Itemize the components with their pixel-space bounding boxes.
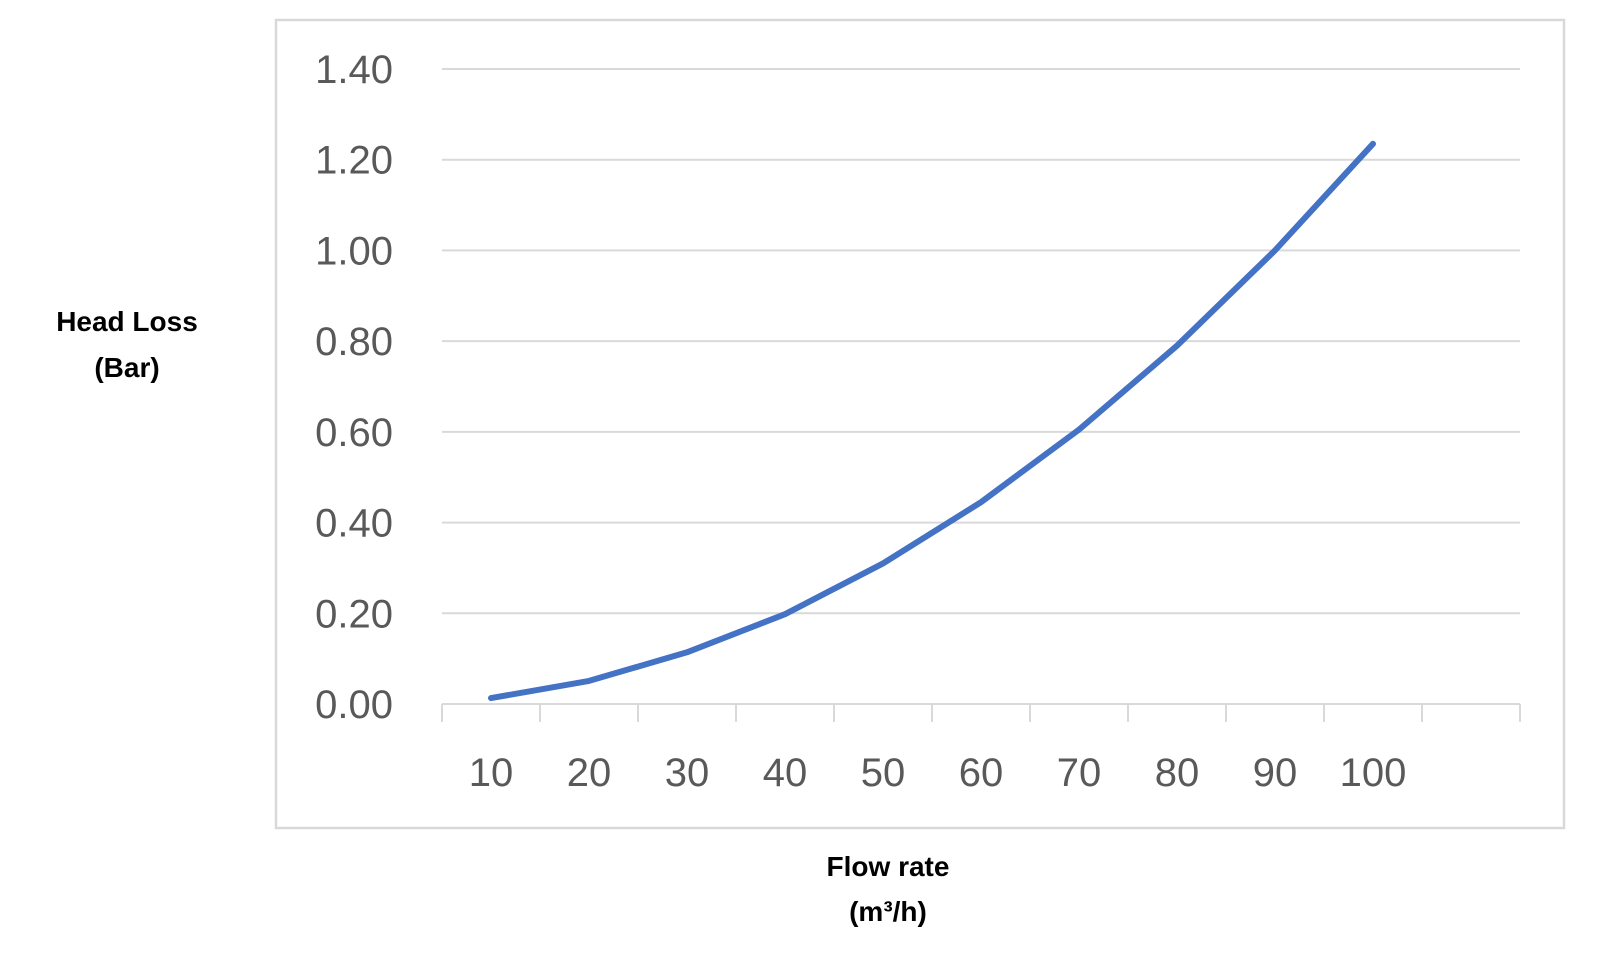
x-tick-label: 50: [861, 751, 906, 795]
x-tick-label: 30: [665, 751, 710, 795]
y-tick-label: 1.20: [315, 139, 393, 183]
y-axis-tick-labels: 0.00 0.20 0.40 0.60 0.80 1.00 1.20 1.40: [315, 48, 393, 727]
gridlines: [442, 68, 1520, 615]
y-tick-label: 0.80: [315, 320, 393, 364]
x-tick-label: 90: [1253, 751, 1298, 795]
y-tick-label: 1.40: [315, 48, 393, 92]
y-axis-title-line2: (Bar): [94, 352, 159, 383]
x-tick-label: 70: [1057, 751, 1102, 795]
x-tick-label: 80: [1155, 751, 1200, 795]
x-tick-label: 20: [567, 751, 612, 795]
chart-area-frame: [274, 18, 1566, 830]
y-axis-title-line1: Head Loss: [56, 306, 198, 337]
x-axis-tick-labels: 10 20 30 40 50 60 70 80 90 100: [469, 751, 1407, 795]
y-tick-label: 0.00: [315, 683, 393, 727]
x-tick-label: 10: [469, 751, 514, 795]
series-group: [488, 140, 1376, 702]
y-tick-label: 1.00: [315, 229, 393, 273]
x-tick-label: 40: [763, 751, 808, 795]
y-tick-label: 0.60: [315, 411, 393, 455]
x-axis-title-line1: Flow rate: [827, 851, 950, 882]
y-tick-label: 0.40: [315, 502, 393, 546]
x-axis: [441, 703, 1521, 722]
x-axis-title-line2: (m³/h): [849, 896, 927, 927]
x-tick-label: 60: [959, 751, 1004, 795]
x-tick-label: 100: [1340, 751, 1407, 795]
series-line: [488, 140, 1376, 702]
y-tick-label: 0.20: [315, 592, 393, 636]
